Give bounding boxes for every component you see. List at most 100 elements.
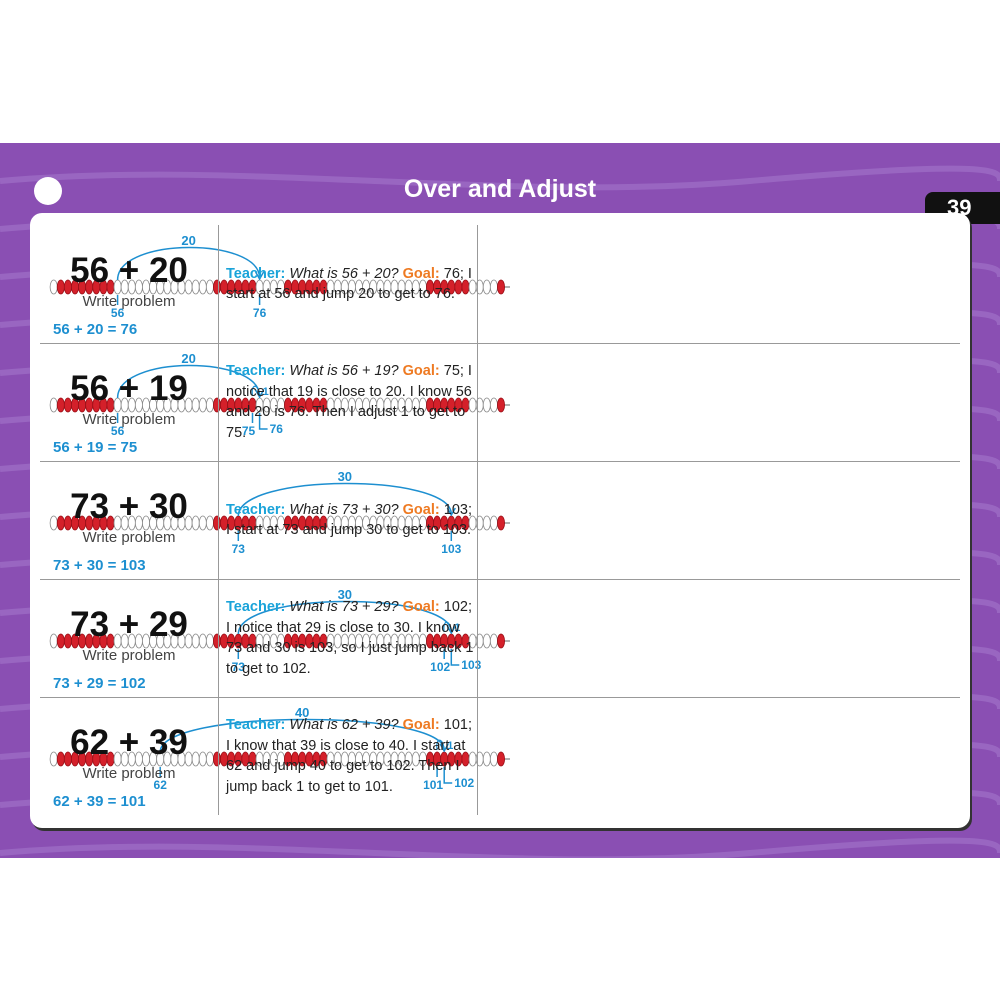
bead <box>489 397 498 413</box>
goal-text: 76; I start at 56 and jump 20 to get to … <box>226 265 472 303</box>
jump-arc <box>159 718 445 753</box>
bead <box>496 751 505 767</box>
panel: 56 + 20 Write problem Teacher: What is 56 … <box>30 213 970 828</box>
speaker: Teacher: <box>226 501 286 518</box>
bead-diagram: 30 73 103 73 + 30 = 103 <box>49 469 510 574</box>
equation: 56 + 19 = 75 <box>53 439 137 456</box>
row: 73 + 30 Write problem Teacher: What is 73 … <box>40 461 960 580</box>
over-label: 102 <box>454 776 474 790</box>
teacher-text: Teacher: What is 73 + 29? Goal: 102; I n… <box>226 579 476 697</box>
question: What is 56 + 19? <box>289 363 399 379</box>
end-label: 103 <box>441 542 461 556</box>
bead <box>482 279 491 295</box>
speaker: Teacher: <box>226 265 286 282</box>
teacher-paragraph: Teacher: What is 62 + 39? Goal: 101; I k… <box>226 715 476 797</box>
start-label: 56 <box>111 306 125 320</box>
problem: 73 + 29 <box>70 605 188 644</box>
teacher-text: Teacher: What is 62 + 39? Goal: 101; I k… <box>226 697 476 815</box>
row: 56 + 20 Write problem Teacher: What is 56 … <box>40 225 960 344</box>
end-label: 102 <box>430 660 450 674</box>
arrowhead <box>254 389 265 399</box>
caption: Write problem <box>82 647 176 664</box>
divider <box>218 579 219 697</box>
bead-diagram: 20 56 75 1 76 56 + 19 = 75 <box>49 351 510 456</box>
goal-label: Goal: <box>402 599 440 615</box>
bead <box>489 751 498 767</box>
bead <box>496 397 505 413</box>
start-label: 56 <box>111 424 125 438</box>
punch-hole <box>34 177 62 205</box>
row: 56 + 19 Write problem Teacher: What is 56 … <box>40 343 960 462</box>
bead <box>489 279 498 295</box>
over-bracket <box>258 413 268 430</box>
back-label: 1 <box>263 386 269 398</box>
question: What is 73 + 29? <box>289 599 399 615</box>
equation: 73 + 30 = 103 <box>53 557 146 574</box>
speaker: Teacher: <box>226 599 286 615</box>
teacher-paragraph: Teacher: What is 73 + 29? Goal: 102; I n… <box>226 597 476 679</box>
over-bracket <box>450 649 460 666</box>
divider <box>477 697 478 815</box>
jump-label: 30 <box>338 469 352 484</box>
wave <box>0 165 1000 191</box>
jump-label: 20 <box>181 233 195 248</box>
caption: Write problem <box>82 765 176 782</box>
teacher-text: Teacher: What is 73 + 30? Goal: 103; I s… <box>226 461 476 579</box>
divider <box>218 461 219 579</box>
wave <box>0 837 1000 858</box>
goal-label: Goal: <box>402 363 440 379</box>
bead <box>482 633 491 649</box>
teacher-paragraph: Teacher: What is 56 + 19? Goal: 75; I no… <box>226 361 476 443</box>
divider <box>218 225 219 343</box>
title: Over and Adjust <box>403 175 597 203</box>
speaker: Teacher: <box>226 363 286 379</box>
question: What is 62 + 39? <box>289 717 399 733</box>
bead-diagram: 40 62 101 1 102 62 + 39 = 101 <box>49 705 510 810</box>
divider <box>477 579 478 697</box>
speaker: Teacher: <box>226 717 286 733</box>
teacher-text: Teacher: What is 56 + 19? Goal: 75; I no… <box>226 343 476 461</box>
caption: Write problem <box>82 293 176 310</box>
teacher-text: Teacher: What is 56 + 20? Goal: 76; I st… <box>226 225 476 343</box>
jump-label: 20 <box>181 351 195 366</box>
divider <box>477 343 478 461</box>
problem: 56 + 19 <box>70 369 188 408</box>
back-arrow <box>436 739 445 751</box>
goal-label: Goal: <box>402 717 440 733</box>
question: What is 73 + 30? <box>289 501 399 518</box>
goal-text: 103; I start at 73 and jump 30 to get to… <box>226 501 472 539</box>
question: What is 56 + 20? <box>289 265 399 282</box>
start-label: 73 <box>232 542 246 556</box>
equation: 62 + 39 = 101 <box>53 793 146 810</box>
bead <box>496 633 505 649</box>
row: 73 + 29 Write problem Teacher: What is 73 … <box>40 579 960 698</box>
teacher-paragraph: Teacher: What is 73 + 30? Goal: 103; I s… <box>226 500 476 541</box>
bead-diagram: 20 56 76 56 + 20 = 76 <box>49 233 510 338</box>
jump-label: 40 <box>295 705 309 720</box>
bead <box>496 515 505 531</box>
arrowhead <box>254 271 265 281</box>
back-arrow <box>443 621 452 633</box>
bead <box>489 515 498 531</box>
problem: 62 + 39 <box>70 723 188 762</box>
arrowhead <box>446 625 456 635</box>
jump-arc <box>116 364 261 399</box>
jump-arc <box>237 600 453 635</box>
over-label: 76 <box>270 422 284 436</box>
goal-text: 75; I notice that 19 is close to 20. I k… <box>226 363 472 441</box>
over-label: 103 <box>461 658 481 672</box>
end-label: 101 <box>423 778 443 792</box>
bead-diagram: 30 73 102 1 103 73 + 29 = 102 <box>49 587 510 692</box>
over-bracket <box>443 767 453 784</box>
equation: 73 + 29 = 102 <box>53 675 146 692</box>
end-label: 75 <box>242 424 256 438</box>
arrowhead <box>439 743 449 753</box>
card: Over and Adjust 39 56 + 20 Write problem T… <box>0 143 1000 858</box>
jump-label: 30 <box>338 587 352 602</box>
problem: 56 + 20 <box>70 251 188 290</box>
back-label: 1 <box>447 740 453 752</box>
row: 62 + 39 Write problem Teacher: What is 62 … <box>40 697 960 815</box>
goal-text: 101; I know that 39 is close to 40. I st… <box>226 717 472 795</box>
divider <box>218 697 219 815</box>
start-label: 62 <box>154 778 168 792</box>
